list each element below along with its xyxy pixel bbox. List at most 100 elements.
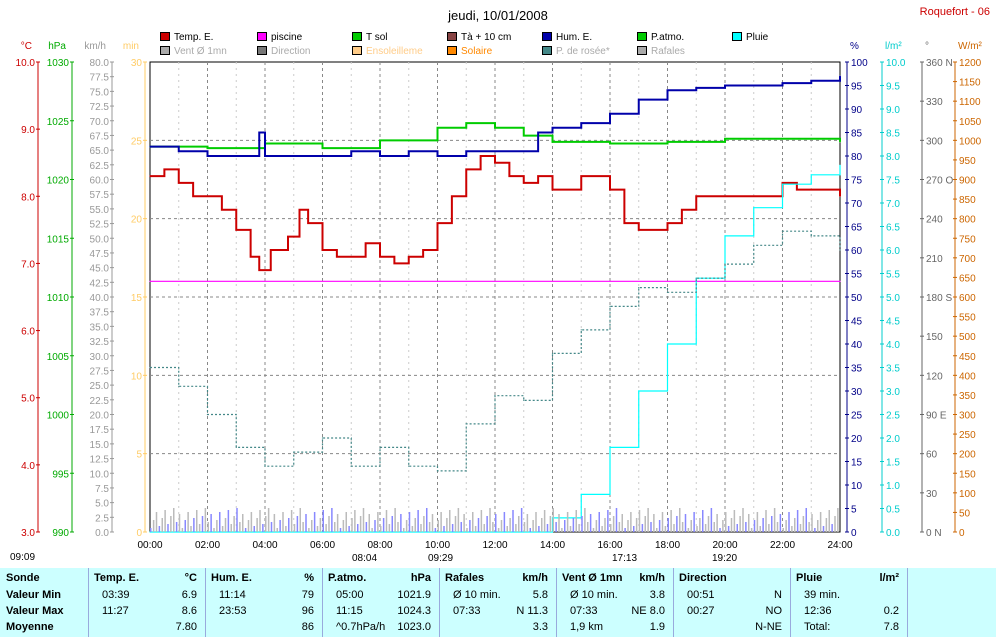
tick-solar: 750 bbox=[959, 234, 976, 245]
wind-bar bbox=[727, 526, 730, 532]
wind-bar bbox=[417, 510, 419, 532]
tick-wind: 62.5 bbox=[90, 161, 110, 172]
tick-rain: 9.5 bbox=[886, 82, 900, 93]
wind-bar bbox=[437, 520, 439, 532]
tick-solar: 650 bbox=[959, 273, 976, 284]
wind-bar bbox=[449, 510, 451, 532]
wind-bar bbox=[650, 522, 652, 532]
tick-hum: 95 bbox=[851, 82, 863, 93]
tick-dir: 210 bbox=[926, 254, 943, 265]
table-col bbox=[673, 568, 791, 637]
wind-bar bbox=[779, 514, 782, 532]
wind-bar bbox=[244, 528, 247, 532]
wind-bar bbox=[374, 520, 376, 532]
x-tick-label: 12:00 bbox=[482, 540, 507, 551]
wind-bar bbox=[198, 524, 201, 532]
table-cell: N-NE bbox=[755, 621, 782, 633]
data-point bbox=[206, 147, 209, 149]
table-unit: km/h bbox=[522, 572, 548, 584]
legend-swatch bbox=[352, 32, 362, 41]
wind-bar bbox=[667, 518, 669, 532]
wind-bar bbox=[638, 510, 641, 532]
wind-bar bbox=[509, 518, 511, 532]
wind-bar bbox=[730, 518, 733, 532]
data-point bbox=[258, 269, 260, 271]
wind-bar bbox=[270, 522, 273, 532]
tick-pres: 1020 bbox=[47, 176, 70, 187]
data-point bbox=[465, 423, 467, 425]
legend-label: Temp. E. bbox=[174, 32, 214, 43]
data-point bbox=[810, 235, 812, 237]
data-point bbox=[336, 256, 338, 258]
wind-bar bbox=[549, 516, 552, 532]
legend-item: Tà + 10 cm bbox=[447, 32, 511, 44]
wind-bar bbox=[587, 522, 589, 532]
wind-bar bbox=[828, 510, 830, 532]
x-tick-label: 04:00 bbox=[252, 540, 277, 551]
tick-hum: 45 bbox=[851, 317, 863, 328]
wind-bar bbox=[359, 516, 362, 532]
wind-bar bbox=[247, 520, 250, 532]
wind-bar bbox=[635, 518, 638, 532]
wind-bar bbox=[742, 508, 744, 532]
wind-bar bbox=[411, 526, 414, 532]
data-point bbox=[149, 366, 151, 369]
wind-bar bbox=[253, 526, 255, 532]
x-tick-label: 18:00 bbox=[655, 540, 680, 551]
tick-pres: 1000 bbox=[47, 411, 70, 422]
legend-swatch bbox=[732, 32, 742, 41]
wind-bar bbox=[181, 528, 184, 532]
wind-bar bbox=[788, 512, 790, 532]
tick-rain: 7.5 bbox=[886, 176, 900, 187]
table-cell: ^0.7hPa/h bbox=[336, 621, 386, 633]
data-point bbox=[523, 150, 525, 152]
table-cell bbox=[796, 588, 899, 603]
wind-bar bbox=[420, 524, 422, 532]
data-point bbox=[508, 175, 510, 177]
legend-swatch bbox=[447, 46, 457, 55]
wind-bar bbox=[164, 510, 166, 532]
wind-bar bbox=[236, 508, 238, 532]
wind-bar bbox=[193, 518, 195, 532]
tick-pres: 1005 bbox=[47, 352, 70, 363]
data-point bbox=[494, 395, 496, 397]
legend-label: P.atmo. bbox=[651, 32, 685, 43]
wind-bar bbox=[431, 514, 434, 532]
wind-bar bbox=[196, 510, 198, 532]
wind-bar bbox=[733, 510, 736, 532]
table-unit: l/m² bbox=[879, 572, 899, 584]
tick-hum: 0 bbox=[851, 528, 857, 539]
table-cell: 07:33 bbox=[453, 605, 481, 617]
tick-solar: 50 bbox=[959, 508, 971, 519]
data-point bbox=[480, 155, 482, 157]
wind-bar bbox=[480, 510, 483, 532]
data-point bbox=[638, 287, 640, 289]
tick-wind: 32.5 bbox=[90, 337, 110, 348]
wind-bar bbox=[423, 516, 425, 532]
tick-solar: 1050 bbox=[959, 117, 982, 128]
tick-hum: 90 bbox=[851, 105, 863, 116]
table-cell: 1021.9 bbox=[397, 589, 431, 601]
tick-solar: 800 bbox=[959, 215, 976, 226]
wind-bar bbox=[380, 526, 382, 532]
wind-bar bbox=[204, 508, 207, 532]
wind-bar bbox=[555, 522, 557, 532]
data-point bbox=[293, 451, 295, 453]
tick-temp: 8.0 bbox=[21, 192, 35, 203]
tick-dir: 90 E bbox=[926, 411, 947, 422]
wind-bar bbox=[483, 524, 485, 532]
table-cell: 11:15 bbox=[336, 605, 363, 617]
data-point bbox=[695, 277, 697, 279]
data-point bbox=[408, 465, 410, 467]
legend-label: T sol bbox=[366, 32, 388, 43]
sun-mark: 08:04 bbox=[352, 553, 378, 564]
wind-bar bbox=[426, 508, 428, 532]
data-point bbox=[465, 150, 467, 152]
table-cell: 0.2 bbox=[883, 605, 899, 617]
tick-min: 15 bbox=[131, 293, 143, 304]
wind-bar bbox=[739, 516, 741, 532]
wind-bar bbox=[382, 518, 385, 532]
data-point bbox=[270, 249, 272, 251]
data-point bbox=[666, 291, 669, 293]
wind-bar bbox=[756, 512, 759, 532]
